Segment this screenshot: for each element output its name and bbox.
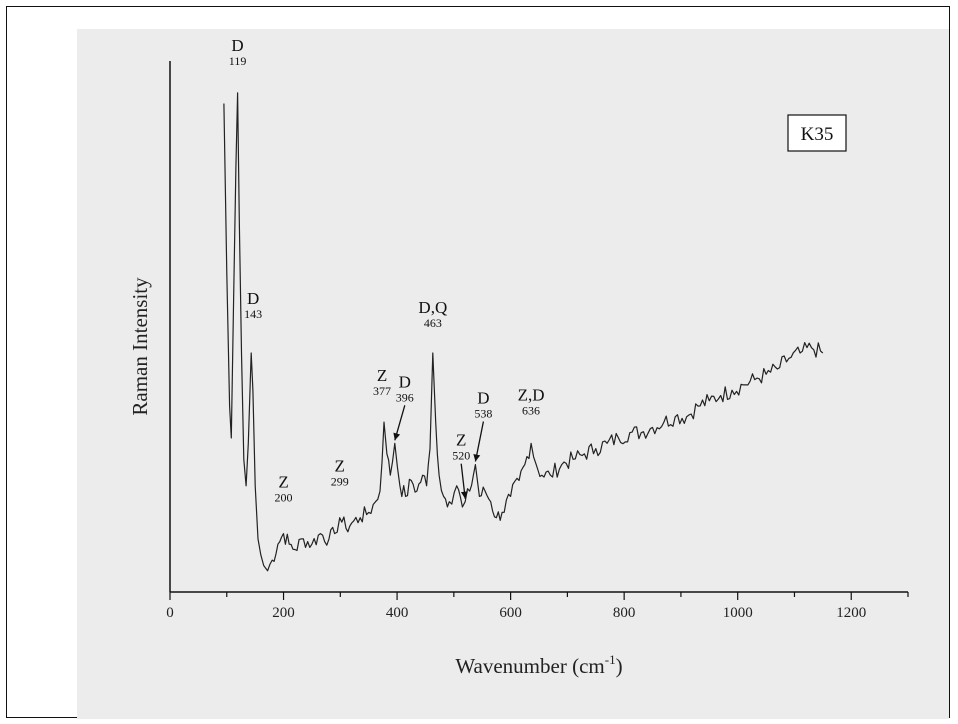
x-axis-title-close: ) bbox=[616, 654, 623, 678]
x-tick-label: 1000 bbox=[723, 605, 753, 621]
x-axis-title-main: Wavenumber (cm bbox=[455, 654, 604, 678]
sample-label: K35 bbox=[801, 124, 834, 145]
peak-wavenumber-label: 636 bbox=[522, 403, 540, 417]
peak-phase-label: Z,D bbox=[518, 385, 545, 404]
peak-phase-label: Z bbox=[335, 457, 345, 476]
x-tick-label: 800 bbox=[613, 605, 636, 621]
sample-label-border bbox=[787, 114, 847, 152]
peak-phase-label: D bbox=[399, 372, 411, 391]
peak-wavenumber-label: 200 bbox=[275, 491, 293, 505]
x-axis-title: Wavenumber (cm-1) bbox=[455, 652, 622, 678]
peak-wavenumber-label: 463 bbox=[424, 316, 442, 330]
peak-wavenumber-label: 396 bbox=[396, 390, 414, 404]
spectrum-line bbox=[223, 92, 824, 572]
peak-phase-label: Z bbox=[377, 366, 387, 385]
peak-phase-label: Z bbox=[456, 431, 466, 450]
x-tick-label: 0 bbox=[166, 605, 174, 621]
peak-phase-label: D bbox=[231, 36, 243, 55]
peak-arrow-head bbox=[393, 432, 401, 441]
raman-chart: 0 200 400 600 800 1000 1200 D119D143Z200Z299Z3… bbox=[128, 36, 909, 678]
peak-wavenumber-label: 520 bbox=[452, 449, 470, 463]
peak-wavenumber-label: 119 bbox=[229, 54, 247, 68]
x-tick-label: 400 bbox=[386, 605, 409, 621]
figure-frame: 0 200 400 600 800 1000 1200 D 119 D 143 Z 200 Z 299 Z 3… bbox=[6, 6, 950, 719]
peak-wavenumber-label: 143 bbox=[244, 307, 262, 321]
peak-arrow-head bbox=[473, 454, 481, 462]
peak-wavenumber-label: 538 bbox=[474, 407, 492, 421]
x-tick-label: 600 bbox=[499, 605, 522, 621]
y-axis-title: Raman Intensity bbox=[128, 277, 152, 416]
x-tick-labels: 0 200 400 600 800 1000 1200 bbox=[166, 605, 866, 621]
x-ticks bbox=[169, 592, 909, 600]
peak-wavenumber-label: 299 bbox=[331, 475, 349, 489]
peak-phase-label: D bbox=[247, 289, 259, 308]
peak-wavenumber-label: 377 bbox=[373, 384, 391, 398]
sample-label-box: K35 bbox=[787, 114, 847, 152]
x-tick-label: 1200 bbox=[836, 605, 866, 621]
peak-phase-label: D,Q bbox=[418, 298, 447, 317]
peak-phase-label: Z bbox=[278, 473, 288, 492]
x-axis-title-superscript: -1 bbox=[605, 652, 616, 667]
peak-phase-label: D bbox=[477, 389, 489, 408]
peak-arrow-head bbox=[460, 491, 468, 499]
x-tick-label: 200 bbox=[272, 605, 295, 621]
